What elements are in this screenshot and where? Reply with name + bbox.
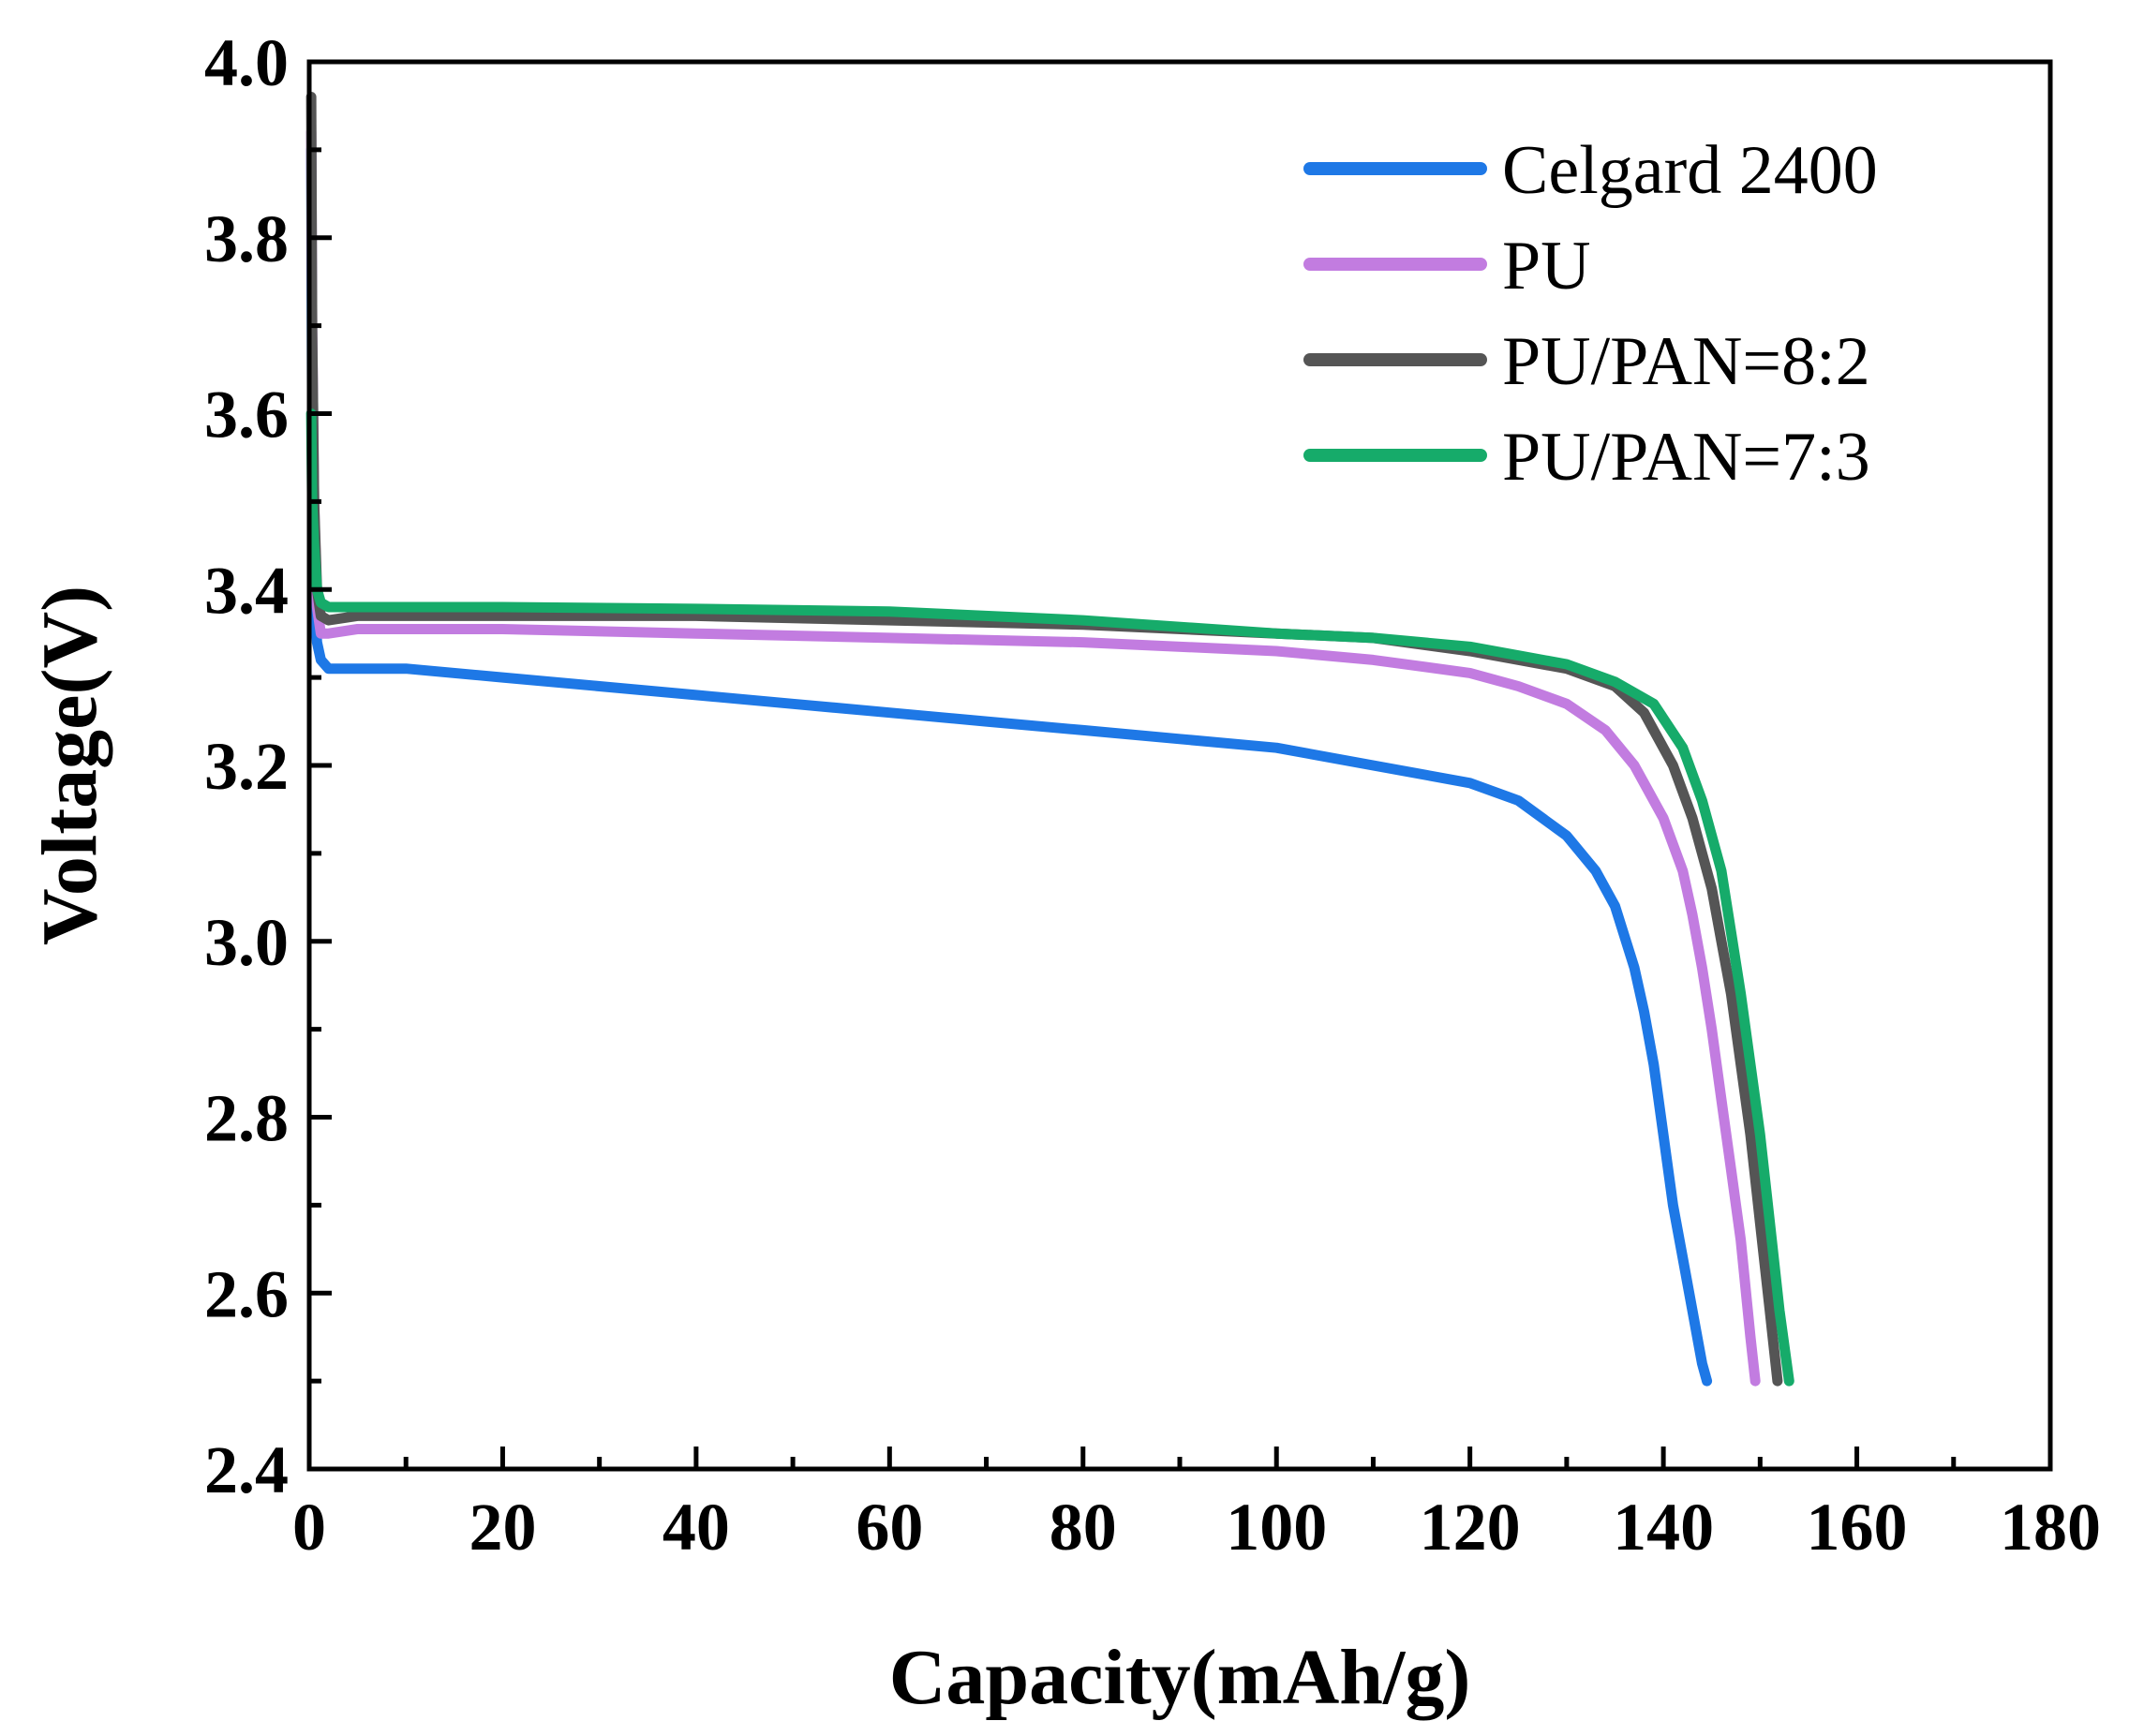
x-tick-label-3: 60 (856, 1490, 923, 1565)
y-tick-label-4: 3.2 (204, 729, 289, 804)
series-line-3 (305, 408, 1794, 1387)
x-tick-label-9: 180 (2000, 1490, 2101, 1565)
x-tick-label-1: 20 (469, 1490, 536, 1565)
legend: Celgard 2400 PU PU/PAN=8:2 PU/PAN=7:3 (1303, 132, 1878, 496)
x-tick-label-6: 120 (1420, 1490, 1521, 1565)
legend-label-1: PU (1502, 228, 1591, 304)
x-tick-label-8: 160 (1807, 1490, 1908, 1565)
x-tick-label-4: 80 (1050, 1490, 1117, 1565)
y-axis-title: Voltage(V) (26, 586, 113, 945)
legend-label-0: Celgard 2400 (1502, 132, 1878, 209)
y-tick-label-8: 4.0 (204, 25, 289, 100)
y-tick-label-3: 3.0 (204, 905, 289, 980)
x-tick-label-2: 40 (663, 1490, 730, 1565)
y-tick-label-5: 3.4 (204, 553, 289, 628)
y-tick-label-1: 2.6 (204, 1256, 289, 1331)
x-tick-label-7: 140 (1613, 1490, 1714, 1565)
y-tick-label-2: 2.8 (204, 1081, 289, 1156)
plot-frame (306, 59, 2053, 1472)
legend-label-3: PU/PAN=7:3 (1502, 419, 1870, 496)
series-layer (305, 92, 1794, 1387)
x-tick-label-5: 100 (1226, 1490, 1327, 1565)
y-tick-label-6: 3.6 (204, 378, 289, 453)
x-axis-title: Capacity(mAh/g) (889, 1634, 1471, 1721)
x-tick-label-0: 0 (292, 1490, 326, 1565)
tick-layer: 0 20 40 60 80 100 120 140 160 180 2.4 2.6 2.8 3.0 3.2 3… (204, 25, 2101, 1565)
y-tick-label-7: 3.8 (204, 201, 289, 276)
series-line-0 (305, 144, 1713, 1387)
legend-label-2: PU/PAN=8:2 (1502, 323, 1870, 400)
y-tick-label-0: 2.4 (204, 1432, 289, 1507)
series-line-1 (305, 126, 1761, 1387)
